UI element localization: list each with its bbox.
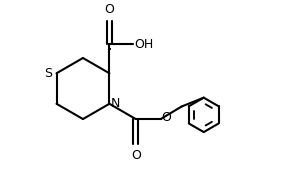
Text: OH: OH [134, 38, 153, 51]
Text: N: N [110, 97, 120, 110]
Text: O: O [105, 3, 114, 16]
Text: O: O [131, 149, 141, 162]
Text: S: S [44, 67, 52, 80]
Text: O: O [161, 111, 171, 124]
